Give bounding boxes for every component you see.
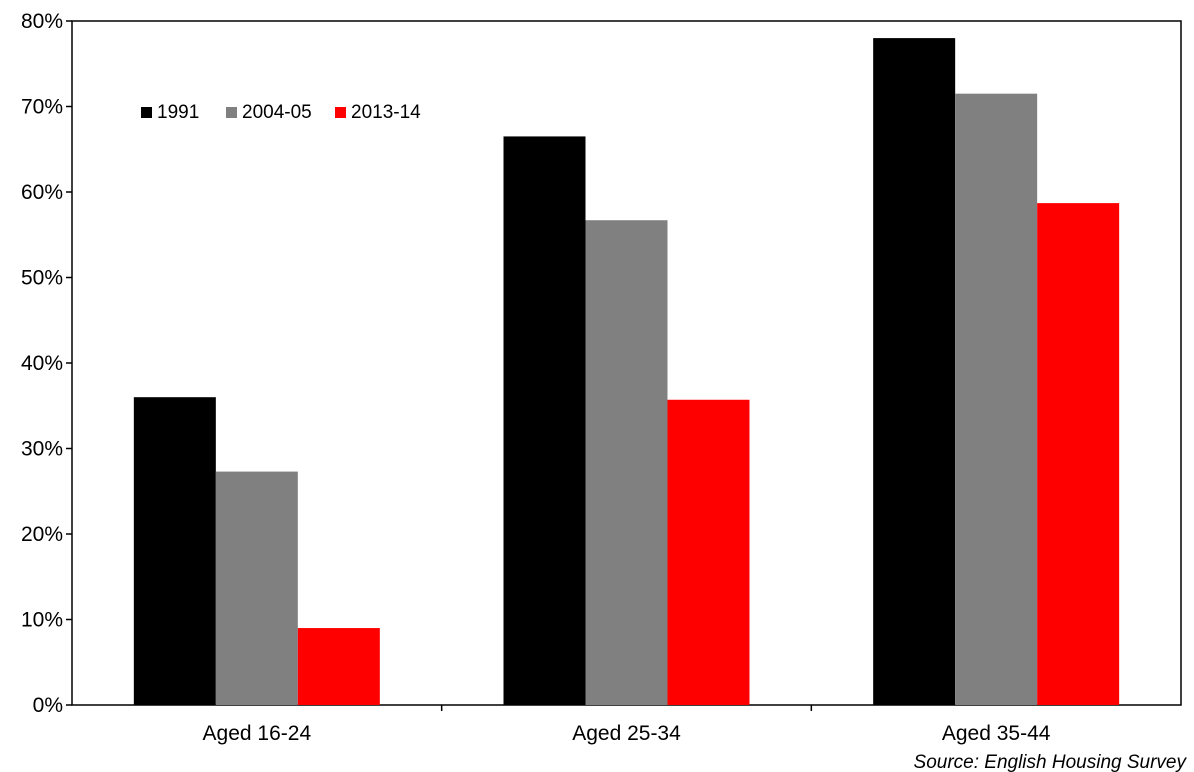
y-tick-label: 60% [21,181,63,204]
bar-1991-aged-25-34 [503,136,586,706]
legend-swatch [226,107,237,118]
source-note: Source: English Housing Survey [914,752,1188,772]
x-category-label: Aged 25-34 [572,722,681,745]
bar-2013-14-aged-25-34 [667,399,750,705]
legend-label: 1991 [157,102,199,123]
legend-label: 2013-14 [351,102,421,123]
y-tick-label: 0% [33,694,63,717]
legend-label: 2004-05 [242,102,312,123]
y-tick-label: 40% [21,352,63,375]
bars [133,38,1120,706]
y-tick-label: 50% [21,267,63,290]
x-category-label: Aged 16-24 [203,722,312,745]
bar-1991-aged-35-44 [873,38,956,706]
y-tick-label: 20% [21,523,63,546]
bar-1991-aged-16-24 [133,397,216,705]
y-tick-label: 80% [21,10,63,33]
y-axis: 0% 10% 20% 30% 40% 50% 60% 70% 80% [21,10,72,717]
y-tick-label: 70% [21,96,63,119]
legend: 1991 2004-05 2013-14 [141,102,421,123]
x-axis: Aged 16-24 Aged 25-34 Aged 35-44 [203,705,1051,745]
legend-swatch [141,107,152,118]
bar-2013-14-aged-16-24 [297,628,380,705]
legend-swatch [335,107,346,118]
bar-2004-05-aged-35-44 [955,93,1038,706]
y-tick-label: 30% [21,438,63,461]
y-tick-label: 10% [21,609,63,632]
bar-2004-05-aged-25-34 [585,220,668,705]
bar-2013-14-aged-35-44 [1037,203,1120,706]
x-category-label: Aged 35-44 [942,722,1051,745]
bar-2004-05-aged-16-24 [215,471,298,705]
